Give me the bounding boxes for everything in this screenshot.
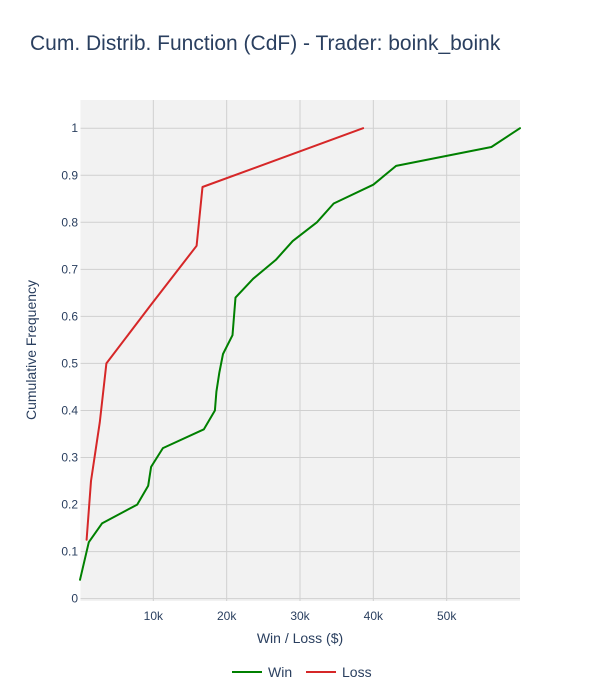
- y-tick-label: 0: [71, 592, 78, 606]
- y-tick-label: 0.7: [61, 262, 78, 276]
- x-axis-ticks: 10k 20k 30k 40k 50k: [144, 609, 458, 623]
- legend[interactable]: Win Loss: [232, 664, 372, 680]
- series-group: [79, 127, 521, 581]
- series-line-win: [79, 127, 521, 581]
- legend-item-loss[interactable]: Loss: [306, 664, 372, 680]
- x-tick-label: 30k: [290, 609, 310, 623]
- x-tick-label: 10k: [144, 609, 164, 623]
- y-tick-label: 0.8: [61, 215, 78, 229]
- y-tick-label: 0.6: [61, 309, 78, 323]
- y-tick-label: 0.1: [61, 545, 78, 559]
- y-tick-label: 1: [71, 121, 78, 135]
- y-tick-label: 0.4: [61, 403, 78, 417]
- y-axis-ticks: 0 0.1 0.2 0.3 0.4 0.5 0.6 0.7 0.8 0.9 1: [61, 121, 78, 605]
- legend-label-win: Win: [268, 664, 292, 680]
- y-tick-label: 0.2: [61, 498, 78, 512]
- x-tick-label: 50k: [437, 609, 457, 623]
- x-axis-title: Win / Loss ($): [257, 630, 343, 646]
- legend-label-loss: Loss: [342, 664, 372, 680]
- x-tick-label: 20k: [217, 609, 237, 623]
- legend-item-win[interactable]: Win: [232, 664, 292, 680]
- chart-title: Cum. Distrib. Function (CdF) - Trader: b…: [30, 32, 501, 55]
- series-line-loss: [85, 127, 365, 541]
- y-tick-label: 0.3: [61, 451, 78, 465]
- y-axis-title: Cumulative Frequency: [23, 280, 39, 420]
- x-tick-label: 40k: [364, 609, 384, 623]
- y-tick-label: 0.5: [61, 356, 78, 370]
- grid: [79, 100, 520, 601]
- y-tick-label: 0.9: [61, 168, 78, 182]
